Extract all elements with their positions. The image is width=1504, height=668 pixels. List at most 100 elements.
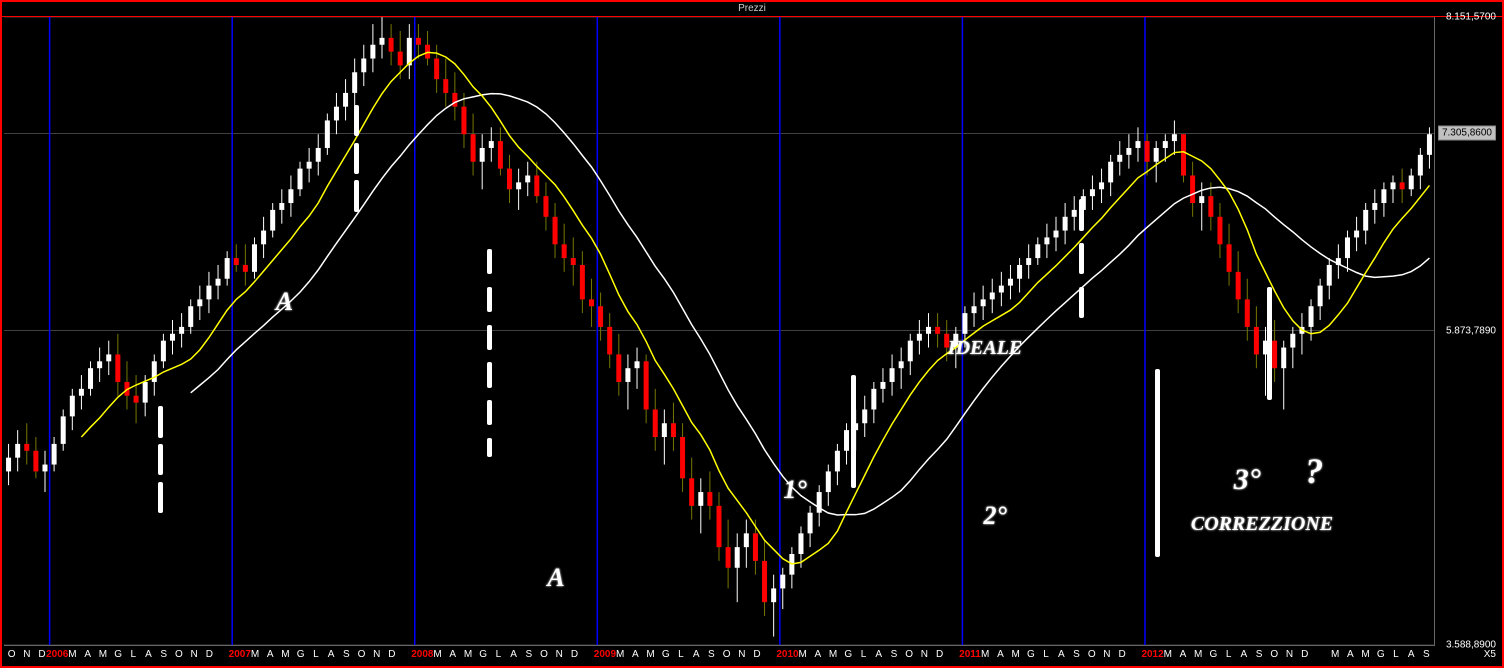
x-axis-month: M [279, 649, 291, 660]
x-axis-month: M [462, 649, 474, 660]
hand-dash [487, 325, 492, 350]
hand-dash [158, 482, 163, 513]
y-axis-label: 5.873,7890 [1446, 325, 1496, 336]
x-axis-month: M [1009, 649, 1021, 660]
x-axis-month: N [21, 649, 32, 660]
hand-dash [354, 105, 359, 136]
price-chart[interactable]: AAIDEALE1°2°3°?CORREZZIONE [4, 17, 1435, 646]
x-axis-month: A [1178, 649, 1189, 660]
x-axis-month: L [676, 649, 686, 660]
x-axis-month: N [1284, 649, 1295, 660]
y-axis: 8.151,57007.305,86005.873,78903.588,8900 [1432, 17, 1500, 645]
x-axis-month: N [189, 649, 200, 660]
x-axis-month: L [1041, 649, 1051, 660]
hand-dash [1267, 287, 1272, 400]
x-axis-month: G [1208, 649, 1220, 660]
x-axis-month: S [523, 649, 534, 660]
x-axis-month: S [341, 649, 352, 660]
x-axis-month: D [204, 649, 215, 660]
x-axis-month: A [265, 649, 276, 660]
x-axis-year: 2012 [1141, 649, 1163, 660]
x-axis-month: M [66, 649, 78, 660]
x-axis-month: M [644, 649, 656, 660]
hand-dash [487, 400, 492, 425]
x-axis-month: L [129, 649, 139, 660]
x-axis-month: A [691, 649, 702, 660]
x-axis-month: A [1056, 649, 1067, 660]
x-axis-year: 2011 [959, 649, 981, 660]
x-axis-month: A [143, 649, 154, 660]
x-axis-month: A [326, 649, 337, 660]
y-axis-label: 7.305,8600 [1438, 126, 1496, 141]
x-axis-month: L [494, 649, 504, 660]
x-axis-month: G [477, 649, 489, 660]
x-axis-month: O [173, 649, 185, 660]
x-axis-month: N [1101, 649, 1112, 660]
x-axis-month: G [842, 649, 854, 660]
chart-canvas [4, 17, 1434, 645]
x-axis-month: O [356, 649, 368, 660]
x-axis-month: A [1345, 649, 1356, 660]
x-axis-year: 2009 [594, 649, 616, 660]
hand-dash [354, 180, 359, 211]
x-axis-month: M [979, 649, 991, 660]
hand-dash [158, 444, 163, 475]
x-axis-month: M [1162, 649, 1174, 660]
hand-dash [487, 249, 492, 274]
x-axis-month: G [1025, 649, 1037, 660]
x-axis-month: M [827, 649, 839, 660]
x-axis-month: O [1268, 649, 1280, 660]
x-axis-month: A [447, 649, 458, 660]
x-axis-month: O [721, 649, 733, 660]
x-axis-month: D [569, 649, 580, 660]
x-axis-month: N [371, 649, 382, 660]
x-axis-month: N [919, 649, 930, 660]
x-axis: OND2006MAMGLASOND2007MAMGLASOND2008MAMGL… [4, 644, 1434, 664]
x-axis-month: O [903, 649, 915, 660]
x-axis-month: A [630, 649, 641, 660]
hand-dash [1079, 243, 1084, 274]
timeframe-indicator: X5 [1484, 649, 1496, 660]
x-axis-month: A [82, 649, 93, 660]
x-axis-month: M [249, 649, 261, 660]
x-axis-month: N [736, 649, 747, 660]
x-axis-month: G [112, 649, 124, 660]
x-axis-month: S [1071, 649, 1082, 660]
hand-dash [487, 362, 492, 387]
x-axis-month: N [554, 649, 565, 660]
x-axis-month: L [311, 649, 321, 660]
hand-dash [487, 287, 492, 312]
x-axis-month: M [97, 649, 109, 660]
y-axis-label: 8.151,5700 [1446, 12, 1496, 23]
x-axis-month: S [889, 649, 900, 660]
x-axis-month: S [1254, 649, 1265, 660]
x-axis-month: O [6, 649, 18, 660]
x-axis-year: 2006 [46, 649, 68, 660]
x-axis-month: M [431, 649, 443, 660]
x-axis-month: O [538, 649, 550, 660]
window-title-bar: Prezzi [2, 2, 1502, 17]
x-axis-month: D [386, 649, 397, 660]
hand-dash [1079, 287, 1084, 318]
x-axis-month: M [1329, 649, 1341, 660]
x-axis-month: L [1224, 649, 1234, 660]
x-axis-year: 2010 [776, 649, 798, 660]
x-axis-month: A [1406, 649, 1417, 660]
x-axis-month: L [859, 649, 869, 660]
hand-dash [851, 375, 856, 488]
chart-window: Prezzi AAIDEALE1°2°3°?CORREZZIONE 8.151,… [0, 0, 1504, 668]
hand-dash [1155, 369, 1160, 557]
x-axis-month: M [614, 649, 626, 660]
x-axis-month: A [508, 649, 519, 660]
x-axis-month: D [751, 649, 762, 660]
x-axis-month: G [660, 649, 672, 660]
x-axis-month: D [934, 649, 945, 660]
x-axis-month: A [995, 649, 1006, 660]
x-axis-month: O [1086, 649, 1098, 660]
x-axis-month: M [796, 649, 808, 660]
x-axis-year: 2008 [411, 649, 433, 660]
x-axis-month: A [873, 649, 884, 660]
hand-dash [1079, 199, 1084, 230]
x-axis-month: A [1238, 649, 1249, 660]
x-axis-month: G [1375, 649, 1387, 660]
